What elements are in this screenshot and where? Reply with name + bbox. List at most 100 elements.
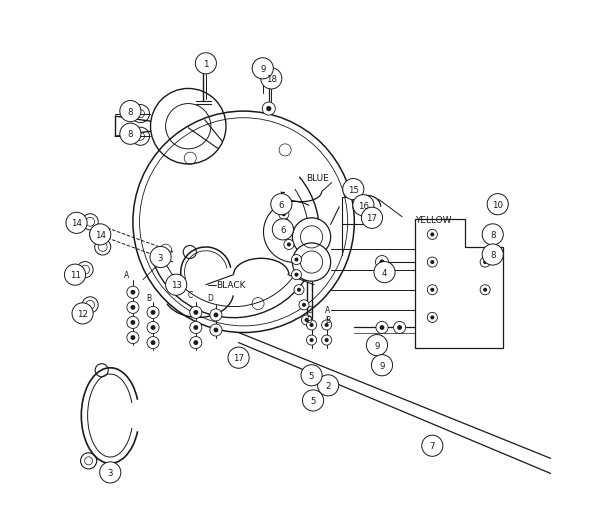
- Circle shape: [213, 328, 218, 333]
- Circle shape: [427, 313, 437, 323]
- Circle shape: [302, 303, 306, 307]
- Circle shape: [82, 297, 98, 313]
- Circle shape: [299, 300, 309, 310]
- Text: YELLOW: YELLOW: [415, 215, 451, 224]
- Circle shape: [210, 309, 222, 321]
- Text: 12: 12: [77, 309, 88, 318]
- Circle shape: [480, 285, 490, 295]
- Text: 13: 13: [171, 281, 182, 290]
- Circle shape: [131, 306, 136, 310]
- Circle shape: [95, 239, 111, 256]
- Circle shape: [487, 194, 508, 215]
- Text: 8: 8: [490, 230, 496, 239]
- Circle shape: [325, 323, 329, 327]
- Circle shape: [82, 214, 98, 230]
- Circle shape: [193, 311, 198, 315]
- Circle shape: [309, 338, 314, 342]
- Circle shape: [291, 255, 302, 265]
- Circle shape: [322, 335, 332, 345]
- Text: 6: 6: [280, 225, 286, 234]
- Text: 15: 15: [348, 185, 359, 194]
- Circle shape: [376, 322, 388, 334]
- Circle shape: [100, 462, 121, 483]
- Text: BLUE: BLUE: [306, 173, 330, 182]
- Circle shape: [147, 337, 159, 349]
- Text: 14: 14: [71, 219, 82, 228]
- Circle shape: [89, 227, 106, 243]
- Circle shape: [131, 320, 136, 325]
- Circle shape: [213, 313, 218, 318]
- Circle shape: [427, 230, 437, 240]
- Circle shape: [309, 323, 314, 327]
- Text: B: B: [147, 293, 151, 302]
- Circle shape: [482, 244, 503, 266]
- Text: 18: 18: [266, 75, 277, 84]
- Circle shape: [127, 287, 139, 298]
- Circle shape: [193, 340, 198, 345]
- Bar: [342, 197, 366, 225]
- Circle shape: [367, 335, 387, 356]
- Circle shape: [195, 54, 216, 75]
- Text: 8: 8: [128, 130, 133, 139]
- Circle shape: [376, 256, 389, 269]
- Circle shape: [252, 59, 274, 80]
- Circle shape: [131, 335, 136, 340]
- Text: 10: 10: [492, 200, 503, 209]
- Circle shape: [393, 322, 406, 334]
- Circle shape: [379, 325, 384, 330]
- Text: 17: 17: [233, 354, 244, 363]
- Circle shape: [89, 224, 111, 245]
- Text: A: A: [325, 306, 330, 315]
- Circle shape: [427, 285, 437, 295]
- Circle shape: [120, 102, 141, 122]
- Circle shape: [165, 275, 187, 296]
- Circle shape: [120, 124, 141, 145]
- Text: 8: 8: [490, 250, 496, 260]
- Circle shape: [294, 273, 299, 277]
- Text: C: C: [306, 306, 312, 315]
- Text: 17: 17: [367, 214, 378, 223]
- Circle shape: [430, 233, 434, 237]
- Circle shape: [190, 307, 202, 319]
- Circle shape: [325, 338, 329, 342]
- Circle shape: [303, 390, 323, 411]
- Circle shape: [228, 347, 249, 369]
- Circle shape: [353, 195, 374, 216]
- Circle shape: [193, 325, 198, 330]
- Text: 8: 8: [128, 108, 133, 116]
- Circle shape: [306, 320, 317, 330]
- Circle shape: [261, 69, 282, 90]
- Text: 9: 9: [379, 361, 385, 370]
- Circle shape: [343, 179, 364, 200]
- Circle shape: [302, 315, 311, 325]
- Circle shape: [147, 322, 159, 334]
- Circle shape: [271, 194, 292, 215]
- Circle shape: [127, 317, 139, 329]
- Circle shape: [266, 107, 271, 112]
- Circle shape: [483, 288, 487, 292]
- Circle shape: [151, 311, 156, 315]
- Circle shape: [301, 365, 322, 386]
- Circle shape: [427, 258, 437, 268]
- Circle shape: [294, 285, 304, 295]
- Text: D: D: [306, 316, 312, 325]
- Text: 7: 7: [430, 441, 435, 450]
- Text: 3: 3: [108, 468, 113, 477]
- Circle shape: [422, 435, 443, 457]
- Circle shape: [379, 260, 385, 265]
- Text: A: A: [124, 271, 130, 280]
- Text: 9: 9: [260, 65, 266, 74]
- Circle shape: [64, 265, 86, 286]
- Text: 3: 3: [158, 253, 164, 262]
- Circle shape: [430, 316, 434, 320]
- Circle shape: [397, 325, 402, 330]
- Circle shape: [294, 258, 299, 262]
- Circle shape: [430, 288, 434, 292]
- Circle shape: [291, 270, 302, 280]
- Circle shape: [287, 243, 291, 247]
- Circle shape: [147, 307, 159, 319]
- Circle shape: [297, 288, 301, 292]
- Circle shape: [77, 262, 93, 278]
- Circle shape: [190, 337, 202, 349]
- Circle shape: [131, 290, 136, 295]
